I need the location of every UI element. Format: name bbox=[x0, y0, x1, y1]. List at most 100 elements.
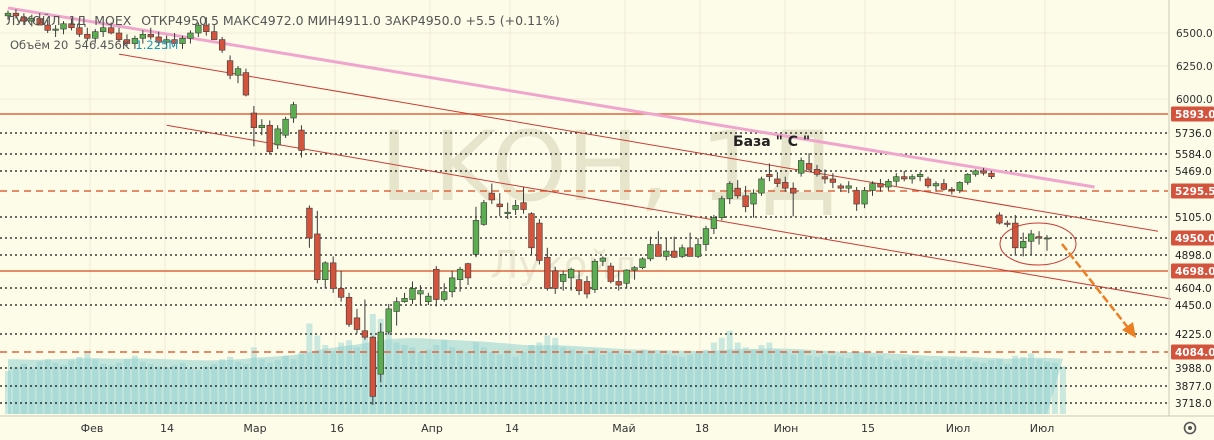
candle bbox=[337, 270, 345, 302]
candle bbox=[679, 244, 686, 259]
candle bbox=[345, 292, 353, 327]
candle bbox=[813, 164, 821, 177]
price-level-label: 4225.0 bbox=[1175, 329, 1212, 341]
price-axis-tag bbox=[1171, 263, 1214, 279]
candle bbox=[441, 283, 448, 302]
candle bbox=[195, 22, 202, 37]
candle bbox=[940, 178, 948, 191]
candle bbox=[1020, 232, 1027, 257]
time-tick-label: 14 bbox=[505, 422, 519, 435]
price-axis-tag bbox=[1171, 395, 1214, 411]
candle bbox=[536, 219, 543, 265]
candle bbox=[583, 276, 591, 299]
time-tick-label: Май bbox=[612, 422, 635, 435]
candle bbox=[909, 174, 916, 184]
candle bbox=[330, 256, 337, 293]
candle bbox=[187, 30, 194, 44]
candle bbox=[488, 183, 495, 205]
candle bbox=[869, 181, 876, 196]
price-level-label: 4604.0 bbox=[1175, 283, 1212, 295]
exchange-label: MOEX bbox=[94, 13, 132, 28]
candle bbox=[76, 22, 83, 37]
candle bbox=[1043, 235, 1051, 251]
candle bbox=[853, 187, 860, 211]
candle bbox=[234, 66, 242, 84]
price-level-label: 4698.0 bbox=[1175, 266, 1214, 278]
candle bbox=[377, 323, 384, 383]
candle bbox=[12, 9, 20, 19]
price-level-label: 5736.0 bbox=[1175, 128, 1212, 140]
candle bbox=[68, 18, 75, 31]
candle bbox=[996, 212, 1003, 225]
price-axis: 5893.0 5736.0 5584.0 5469.0 5295.5 5105.0 4950… bbox=[0, 0, 1214, 417]
candle bbox=[607, 262, 614, 284]
candle bbox=[774, 172, 781, 188]
candle bbox=[750, 189, 757, 218]
candle bbox=[766, 163, 773, 182]
candle bbox=[504, 202, 511, 220]
candle bbox=[464, 262, 472, 286]
candle bbox=[710, 214, 718, 234]
candle bbox=[393, 297, 400, 326]
time-tick-label: Мар bbox=[243, 422, 266, 435]
candle bbox=[282, 116, 289, 138]
candle bbox=[203, 17, 210, 36]
base-label: База " С " bbox=[733, 134, 810, 150]
candle bbox=[964, 173, 971, 185]
candle bbox=[829, 173, 837, 189]
candle bbox=[980, 167, 987, 176]
candle bbox=[147, 27, 154, 40]
candle bbox=[100, 23, 107, 37]
candle bbox=[92, 29, 99, 44]
candle bbox=[861, 187, 868, 209]
candle bbox=[226, 55, 234, 80]
price-axis-tag bbox=[1171, 280, 1214, 296]
trend-line-channel-bottom bbox=[166, 124, 1174, 300]
price-axis-tag bbox=[1171, 247, 1214, 263]
watermark-ticker: LKOH, 1Д bbox=[380, 111, 836, 223]
interval-label: 1Д bbox=[68, 13, 86, 28]
volume-bar bbox=[1051, 362, 1058, 414]
price-level-label: 3718.0 bbox=[1175, 398, 1212, 410]
price-axis-tag bbox=[1171, 344, 1214, 360]
candle bbox=[20, 13, 28, 26]
candle bbox=[916, 172, 924, 182]
candle bbox=[139, 30, 146, 44]
candle bbox=[60, 21, 67, 35]
time-tick-label: Июл bbox=[1030, 422, 1055, 435]
candle bbox=[758, 176, 765, 196]
candle bbox=[845, 181, 852, 194]
volume-ma-value: 1.225M bbox=[135, 38, 178, 52]
candle bbox=[1027, 229, 1035, 256]
candle bbox=[4, 10, 12, 20]
time-tick-label: 16 bbox=[330, 422, 344, 435]
candle bbox=[671, 236, 678, 259]
settings-gear-icon[interactable] bbox=[1183, 421, 1197, 435]
candle bbox=[52, 25, 59, 37]
volume-layer bbox=[4, 314, 1066, 414]
candle bbox=[575, 270, 583, 296]
candle bbox=[306, 205, 313, 248]
price-tick-label: 6000.0 bbox=[1176, 94, 1213, 106]
candle bbox=[782, 176, 789, 192]
price-tick-label: 6250.0 bbox=[1176, 61, 1213, 73]
candle bbox=[686, 232, 694, 257]
candle bbox=[115, 27, 123, 43]
candle bbox=[472, 206, 480, 258]
candle bbox=[322, 261, 329, 289]
candle bbox=[797, 157, 805, 177]
volume-label: Объём 20 bbox=[10, 38, 68, 52]
candle bbox=[123, 34, 131, 47]
price-level-label: 5584.0 bbox=[1175, 149, 1212, 161]
candle bbox=[1012, 214, 1019, 256]
candle bbox=[877, 178, 884, 192]
candle bbox=[742, 185, 749, 213]
candle bbox=[805, 153, 813, 171]
candle bbox=[924, 176, 932, 189]
time-tick-label: Июн bbox=[774, 422, 799, 435]
candle bbox=[250, 106, 258, 147]
candle bbox=[28, 14, 35, 27]
candle bbox=[242, 68, 250, 97]
